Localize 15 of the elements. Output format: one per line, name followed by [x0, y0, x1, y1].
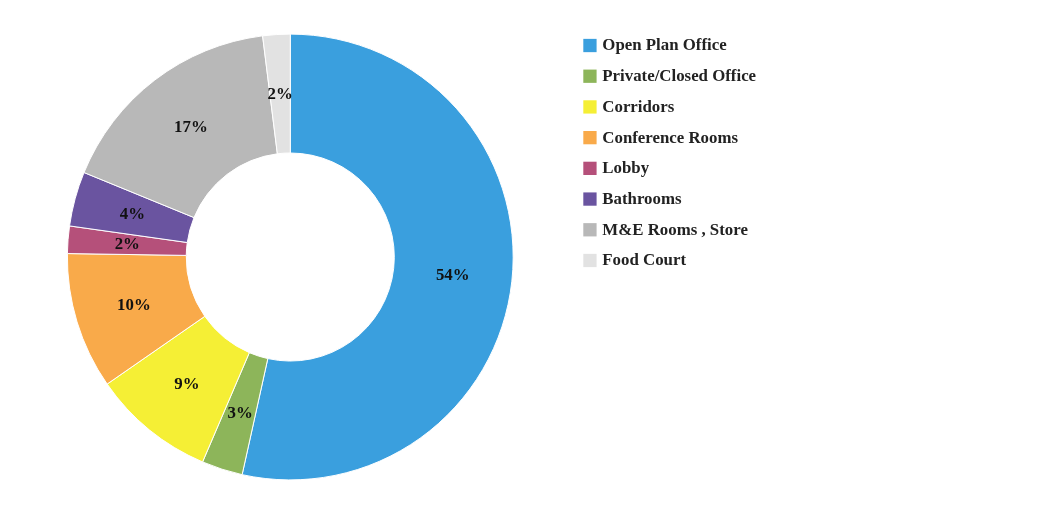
data-label: 4%: [119, 204, 146, 224]
data-label: 2%: [114, 234, 140, 254]
legend-label: Corridors: [602, 96, 675, 116]
legend-label: Open Plan Office: [602, 35, 728, 55]
data-label: 3%: [227, 402, 253, 422]
legend-label: Bathrooms: [602, 189, 682, 209]
legend-label: Private/Closed Office: [602, 66, 757, 86]
legend-label: Lobby: [602, 158, 650, 178]
legend-label: Food Court: [602, 250, 687, 270]
legend-label: M&E Rooms , Store: [602, 219, 749, 239]
legend-label: Conference Rooms: [602, 127, 739, 147]
data-label: 9%: [174, 373, 200, 393]
data-label: 10%: [117, 294, 151, 314]
data-label: 17%: [174, 117, 208, 137]
data-label: 54%: [435, 264, 470, 284]
